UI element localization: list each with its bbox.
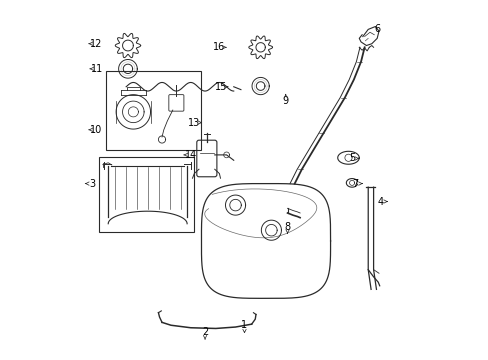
Text: 13: 13 — [188, 118, 200, 128]
Text: 14: 14 — [184, 150, 197, 160]
Text: 9: 9 — [282, 96, 288, 106]
Bar — [106, 71, 201, 149]
Bar — [99, 157, 194, 232]
Text: 3: 3 — [89, 179, 95, 189]
Text: 7: 7 — [352, 179, 358, 189]
Text: 11: 11 — [90, 64, 102, 74]
Text: 16: 16 — [213, 42, 225, 52]
Text: 10: 10 — [89, 125, 102, 135]
Text: 1: 1 — [241, 320, 247, 330]
Text: 8: 8 — [284, 222, 290, 231]
Text: 15: 15 — [215, 82, 227, 92]
Text: 5: 5 — [348, 153, 354, 163]
Text: 6: 6 — [373, 24, 380, 35]
Text: 12: 12 — [89, 39, 102, 49]
Text: 2: 2 — [202, 327, 208, 337]
Text: 4: 4 — [377, 197, 383, 207]
